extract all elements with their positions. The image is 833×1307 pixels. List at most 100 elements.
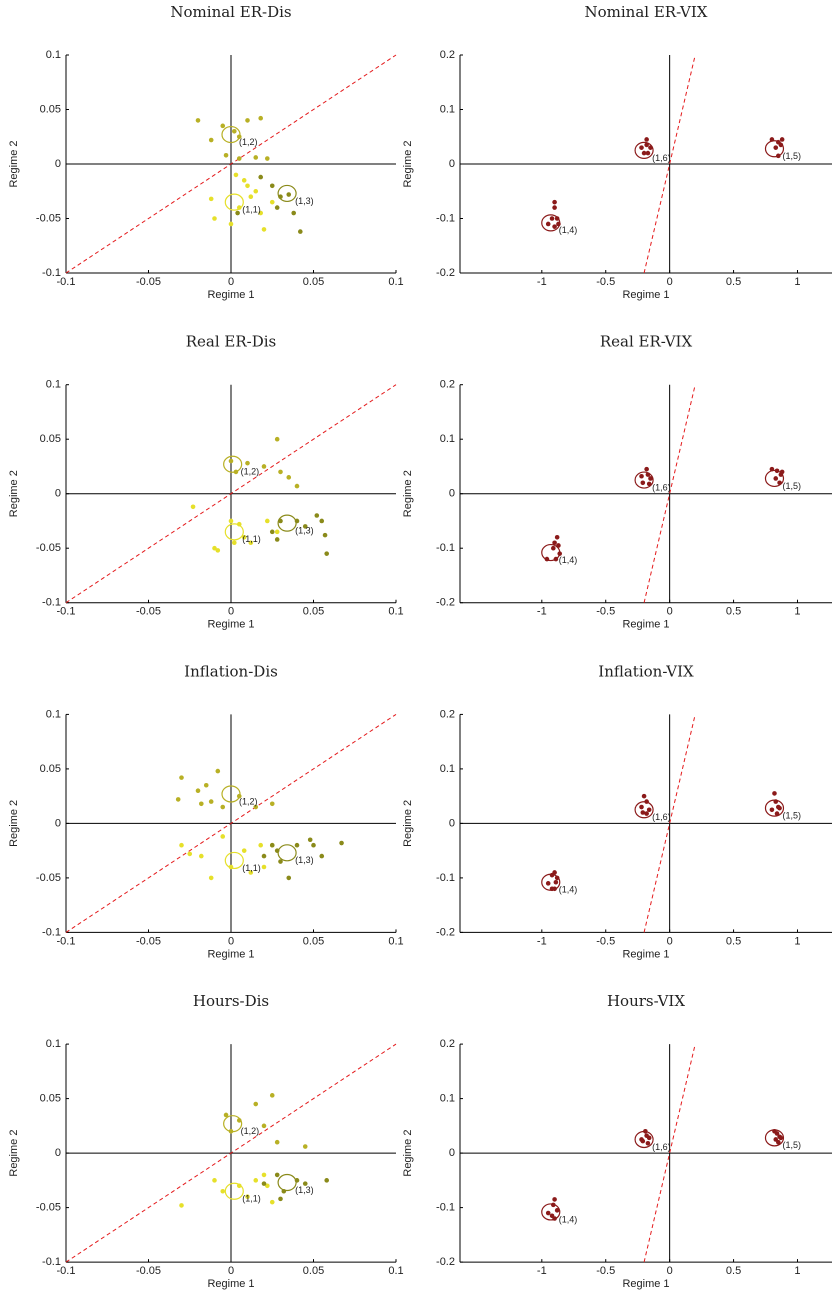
mean-marker <box>764 469 785 488</box>
x-tick-label: -0.05 <box>136 1265 161 1277</box>
point <box>179 775 184 780</box>
diagonal-line <box>643 1043 696 1263</box>
chart-title: Hours-Dis <box>193 992 269 1010</box>
point <box>228 221 234 227</box>
point <box>261 1123 267 1129</box>
point <box>545 1210 551 1216</box>
point <box>233 172 239 178</box>
point <box>777 805 782 811</box>
point <box>298 229 303 234</box>
y-tick-label: 0 <box>55 817 61 829</box>
group-label: (1,1) <box>242 534 261 544</box>
mean-marker <box>634 1130 654 1149</box>
point <box>236 156 242 161</box>
y-tick-label: -0.05 <box>36 212 61 224</box>
group-label: (1,2) <box>239 137 258 147</box>
point <box>778 1135 784 1141</box>
point <box>645 150 651 156</box>
point <box>190 504 196 510</box>
point <box>269 801 275 807</box>
y-tick-label: -0.1 <box>42 926 61 938</box>
x-tick-label: -0.5 <box>596 1265 615 1277</box>
y-tick-label: 0.2 <box>440 49 455 61</box>
point <box>776 1139 781 1145</box>
point <box>261 1172 267 1178</box>
point <box>552 540 557 546</box>
y-tick-label: 0 <box>449 158 455 170</box>
point <box>253 1178 259 1183</box>
point <box>302 1181 308 1186</box>
point <box>307 837 313 843</box>
group-label: (1,5) <box>782 481 801 491</box>
point <box>269 1093 275 1098</box>
point <box>319 853 325 859</box>
y-tick-label: 0.05 <box>40 103 61 115</box>
x-tick-label: -0.5 <box>596 606 615 618</box>
point <box>545 221 551 227</box>
point <box>552 1197 557 1202</box>
point <box>640 480 646 486</box>
point <box>245 460 250 466</box>
point <box>545 881 551 886</box>
point <box>554 875 560 881</box>
y-tick-label: 0 <box>55 158 61 170</box>
group-label: (1,5) <box>782 811 801 821</box>
point <box>232 540 237 546</box>
diagonal-line <box>643 714 696 933</box>
point <box>258 174 264 180</box>
point <box>324 1178 330 1183</box>
point <box>269 183 275 189</box>
point <box>195 788 201 793</box>
group-label: (1,1) <box>242 205 261 215</box>
y-axis-label: Regime 2 <box>402 1130 414 1177</box>
group-label: (1,2) <box>239 796 258 806</box>
x-tick-label: 0.5 <box>726 606 741 618</box>
y-axis-label: Regime 2 <box>8 140 20 187</box>
diagonal-line <box>65 384 397 604</box>
point <box>223 1112 229 1118</box>
diagonal-line <box>65 54 397 274</box>
point <box>291 210 297 216</box>
point <box>187 851 193 857</box>
x-tick-label: -0.1 <box>57 935 76 947</box>
point <box>261 1181 267 1186</box>
point <box>265 518 270 524</box>
point <box>220 123 226 129</box>
point <box>646 807 652 813</box>
x-tick-label: 0.1 <box>388 606 403 618</box>
point <box>269 842 275 848</box>
x-tick-label: 0 <box>228 606 234 618</box>
point <box>195 118 201 123</box>
x-tick-label: 0.05 <box>303 935 324 947</box>
x-axis-label: Regime 1 <box>622 1278 669 1290</box>
mean-marker <box>221 785 241 803</box>
point <box>215 548 221 553</box>
point <box>274 537 280 542</box>
x-axis-label: Regime 1 <box>207 948 254 960</box>
group-label: (1,4) <box>559 1214 578 1224</box>
y-tick-label: 0.1 <box>46 49 61 61</box>
point <box>774 1131 780 1136</box>
x-tick-label: -0.05 <box>136 935 161 947</box>
point <box>248 870 254 875</box>
point <box>179 842 184 848</box>
point <box>199 801 204 807</box>
y-axis-label: Regime 2 <box>8 470 20 517</box>
x-tick-label: 0 <box>667 276 673 288</box>
point <box>261 853 267 859</box>
x-tick-label: -0.5 <box>596 935 615 947</box>
x-tick-label: 0.5 <box>726 935 741 947</box>
point <box>241 535 247 540</box>
x-tick-label: 0.1 <box>388 1265 403 1277</box>
point <box>241 178 247 183</box>
x-tick-label: -1 <box>537 276 547 288</box>
mean-marker <box>223 455 243 473</box>
group-label: (1,3) <box>295 1185 314 1195</box>
chart-title: Real ER-VIX <box>600 333 693 351</box>
mean-marker <box>277 514 297 532</box>
y-axis-label: Regime 2 <box>402 800 414 847</box>
mean-marker <box>224 851 244 870</box>
x-tick-label: -1 <box>537 935 547 947</box>
point <box>175 797 181 802</box>
point <box>648 476 653 481</box>
